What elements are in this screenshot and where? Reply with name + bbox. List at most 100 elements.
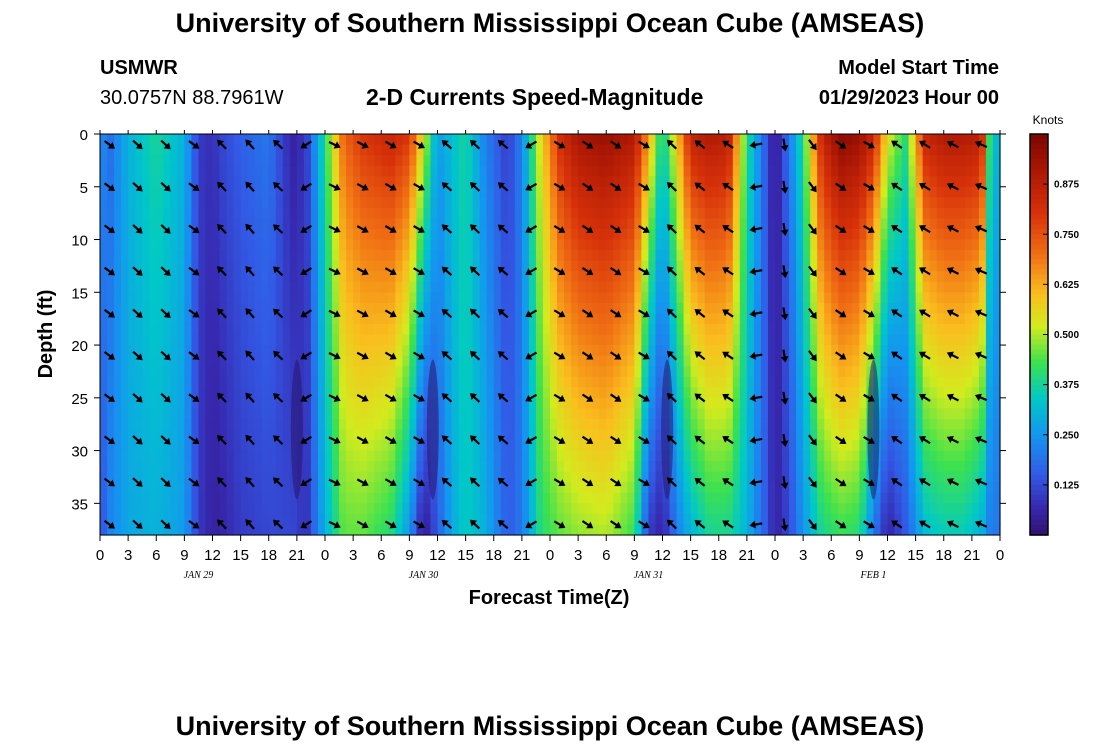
heatmap-cell bbox=[901, 429, 910, 441]
heatmap-cell bbox=[268, 302, 277, 314]
current-arrow bbox=[245, 434, 255, 446]
heatmap-cell bbox=[606, 366, 614, 378]
heatmap-cell bbox=[866, 503, 875, 515]
heatmap-cell bbox=[564, 503, 572, 515]
heatmap-cell bbox=[121, 471, 129, 483]
heatmap-cell bbox=[219, 471, 228, 483]
heatmap-cell bbox=[521, 440, 530, 452]
heatmap-cell bbox=[486, 387, 495, 399]
heatmap-cell bbox=[458, 345, 467, 357]
heatmap-cell bbox=[697, 302, 706, 314]
heatmap-cell bbox=[458, 482, 467, 494]
heatmap-cell bbox=[648, 207, 657, 220]
heatmap-cell bbox=[760, 387, 769, 399]
heatmap-cell bbox=[374, 155, 382, 167]
heatmap-cell bbox=[929, 197, 938, 209]
heatmap-cell bbox=[690, 345, 699, 357]
heatmap-cell bbox=[838, 345, 846, 357]
heatmap-cell bbox=[697, 323, 706, 336]
heatmap-cell bbox=[388, 228, 396, 241]
heatmap-cell bbox=[521, 186, 530, 198]
heatmap-cell bbox=[866, 155, 875, 167]
heatmap-cell bbox=[100, 144, 108, 156]
heatmap-cell bbox=[500, 376, 509, 388]
heatmap-cell bbox=[493, 482, 502, 494]
heatmap-cell bbox=[711, 450, 720, 462]
heatmap-cell bbox=[655, 271, 664, 283]
heatmap-cell bbox=[282, 176, 291, 188]
heatmap-cell bbox=[353, 471, 361, 483]
heatmap-cell bbox=[676, 239, 685, 251]
heatmap-cell bbox=[514, 176, 523, 188]
heatmap-cell bbox=[458, 134, 467, 146]
heatmap-cell bbox=[416, 313, 425, 325]
heatmap-cell bbox=[317, 292, 326, 304]
heatmap-cell bbox=[767, 418, 776, 431]
heatmap-cell bbox=[416, 366, 425, 378]
heatmap-cell bbox=[613, 355, 621, 367]
heatmap-cell bbox=[880, 503, 889, 515]
heatmap-cell bbox=[725, 355, 734, 367]
heatmap-cell bbox=[303, 471, 312, 483]
heatmap-cell bbox=[317, 345, 326, 357]
heatmap-cell bbox=[282, 376, 291, 388]
heatmap-cell bbox=[451, 250, 460, 262]
heatmap-cell bbox=[606, 186, 614, 198]
heatmap-cell bbox=[191, 345, 200, 357]
heatmap-cell bbox=[753, 271, 762, 283]
heatmap-cell bbox=[395, 408, 403, 420]
heatmap-cell bbox=[648, 197, 657, 209]
heatmap-cell bbox=[374, 461, 382, 473]
heatmap-cell bbox=[163, 197, 171, 209]
heatmap-cell bbox=[261, 144, 270, 156]
heatmap-cell bbox=[767, 155, 776, 167]
heatmap-cell bbox=[479, 461, 488, 473]
heatmap-cell bbox=[929, 503, 938, 515]
heatmap-cell bbox=[739, 239, 748, 251]
heatmap-cell bbox=[395, 482, 403, 494]
heatmap-cell bbox=[964, 408, 973, 420]
heatmap-cell bbox=[479, 134, 488, 146]
heatmap-cell bbox=[943, 503, 952, 515]
heatmap-cell bbox=[184, 271, 193, 283]
heatmap-cell bbox=[627, 450, 635, 462]
heatmap-cell bbox=[831, 355, 839, 367]
heatmap-cell bbox=[521, 250, 530, 262]
heatmap-cell bbox=[950, 513, 959, 526]
current-arrow bbox=[413, 140, 425, 149]
heatmap-cell bbox=[184, 292, 193, 304]
heatmap-cell bbox=[803, 482, 811, 494]
heatmap-cell bbox=[226, 440, 235, 452]
heatmap-cell bbox=[479, 176, 488, 188]
heatmap-cell bbox=[992, 197, 1001, 209]
heatmap-cell bbox=[254, 250, 263, 262]
heatmap-cell bbox=[796, 345, 804, 357]
heatmap-cell bbox=[395, 197, 403, 209]
heatmap-cell bbox=[739, 418, 748, 431]
heatmap-cell bbox=[669, 450, 678, 462]
heatmap-cell bbox=[247, 471, 256, 483]
heatmap-cell bbox=[212, 387, 221, 399]
heatmap-cell bbox=[578, 228, 586, 241]
heatmap-cell bbox=[704, 250, 713, 262]
heatmap-cell bbox=[634, 334, 643, 346]
heatmap-cell bbox=[191, 323, 200, 336]
heatmap-cell bbox=[149, 355, 157, 367]
heatmap-cell bbox=[704, 376, 713, 388]
heatmap-cell bbox=[325, 165, 333, 177]
heatmap-cell bbox=[824, 165, 832, 177]
heatmap-cell bbox=[782, 281, 790, 293]
heatmap-cell bbox=[149, 250, 157, 262]
heatmap-cell bbox=[317, 323, 326, 336]
heatmap-cell bbox=[479, 376, 488, 388]
heatmap-cell bbox=[114, 134, 122, 146]
heatmap-cell bbox=[992, 471, 1001, 483]
heatmap-cell bbox=[634, 387, 643, 399]
heatmap-cell bbox=[296, 302, 305, 314]
heatmap-cell bbox=[838, 323, 846, 336]
heatmap-cell bbox=[922, 218, 931, 230]
heatmap-cell bbox=[374, 218, 382, 230]
heatmap-cell bbox=[915, 450, 924, 462]
heatmap-cell bbox=[240, 302, 249, 314]
heatmap-cell bbox=[500, 471, 509, 483]
